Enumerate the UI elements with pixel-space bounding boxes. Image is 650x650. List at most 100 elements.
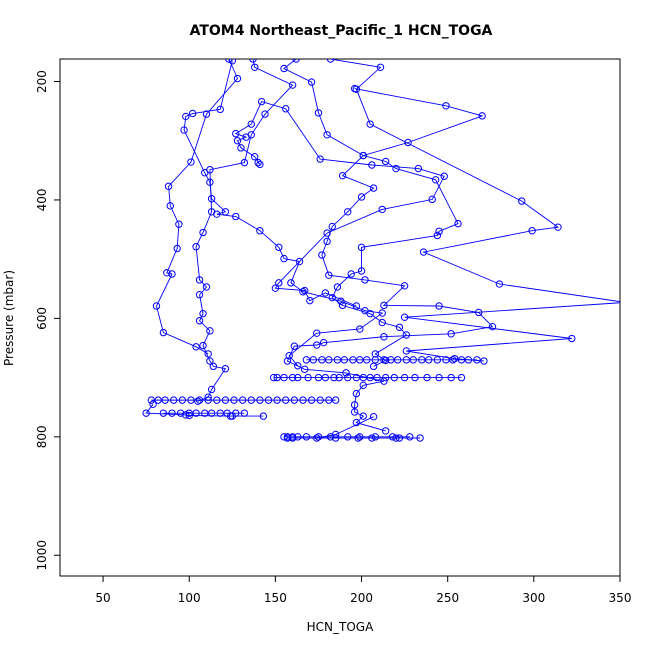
data-point (280, 373, 288, 382)
data-point (328, 293, 336, 302)
data-point (411, 373, 419, 382)
data-point (223, 409, 231, 417)
data-point (350, 401, 359, 409)
series-line (156, 59, 239, 355)
data-point (381, 427, 390, 435)
data-point (275, 279, 283, 287)
data-point (228, 59, 237, 65)
x-tick-label: 50 (95, 591, 110, 605)
cluster-row-670 (302, 356, 481, 364)
data-point (369, 184, 378, 192)
data-point (202, 110, 211, 118)
data-point (435, 373, 443, 382)
data-point (314, 109, 323, 117)
y-tick-label: 200 (35, 70, 49, 93)
data-point (307, 396, 316, 404)
data-point (285, 351, 293, 360)
data-point (344, 373, 352, 382)
data-point (178, 396, 187, 404)
data-point (283, 433, 292, 441)
data-point (287, 279, 295, 287)
data-point (206, 327, 214, 335)
data-point (237, 144, 245, 152)
data-point (290, 396, 299, 404)
data-point (373, 373, 381, 382)
data-point (366, 120, 374, 128)
data-point (378, 205, 386, 214)
data-point (352, 389, 361, 398)
data-point (335, 373, 343, 382)
data-point (185, 411, 193, 420)
series-line (183, 60, 384, 367)
data-point (207, 195, 216, 203)
data-point (195, 317, 204, 325)
data-point (495, 280, 504, 288)
data-point (175, 220, 183, 228)
data-point (395, 434, 404, 442)
data-point (300, 365, 309, 374)
data-point (188, 109, 197, 118)
data-point (368, 161, 376, 169)
data-point (163, 269, 171, 277)
data-point (352, 302, 361, 310)
series-profile-1 (326, 59, 620, 365)
data-point (480, 357, 488, 365)
data-point (213, 210, 221, 218)
data-point (318, 251, 326, 259)
data-point (232, 129, 240, 138)
data-point (299, 288, 307, 296)
data-point (394, 356, 402, 364)
data-point (232, 212, 240, 221)
cluster-row-738 (147, 396, 340, 404)
data-point (202, 283, 211, 291)
data-point (152, 302, 161, 310)
data-point (316, 155, 324, 163)
data-point (388, 433, 397, 441)
data-point (233, 137, 242, 145)
data-point (330, 373, 338, 382)
series-profile-2 (152, 59, 242, 358)
data-point (280, 433, 288, 441)
y-tick-label: 400 (35, 188, 49, 211)
data-point (313, 341, 321, 349)
data-point (299, 396, 307, 404)
data-point (442, 102, 450, 110)
data-point (488, 322, 497, 331)
data-point (313, 329, 321, 337)
data-point (204, 396, 212, 404)
series-line (283, 59, 459, 367)
data-point (350, 408, 359, 416)
data-point (247, 396, 255, 404)
data-point (316, 396, 324, 404)
data-point (261, 110, 269, 118)
x-tick-label: 250 (436, 591, 459, 605)
data-point (325, 356, 333, 364)
data-point (302, 433, 311, 441)
data-point (369, 362, 378, 371)
data-point (425, 356, 433, 364)
data-point (225, 59, 233, 63)
y-tick-label: 600 (35, 307, 49, 330)
data-point (369, 412, 378, 421)
series-profile-5 (180, 59, 386, 370)
data-point (380, 333, 388, 341)
data-point (199, 228, 207, 237)
data-point (213, 396, 221, 404)
data-point (440, 172, 448, 180)
data-point (257, 97, 266, 106)
data-point (194, 397, 202, 405)
data-point (402, 347, 411, 355)
x-tick-label: 150 (264, 591, 287, 605)
y-tick-label: 1000 (35, 540, 49, 571)
data-point (182, 411, 190, 419)
data-point (361, 306, 369, 315)
data-point (209, 362, 218, 371)
data-point (207, 409, 216, 417)
data-point (232, 409, 240, 417)
data-point (528, 227, 536, 235)
data-point (473, 356, 481, 364)
data-point (395, 323, 404, 331)
data-point (457, 373, 466, 382)
data-point (433, 356, 442, 364)
chart-title: ATOM4 Northeast_Pacific_1 HCN_TOGA (190, 23, 493, 39)
